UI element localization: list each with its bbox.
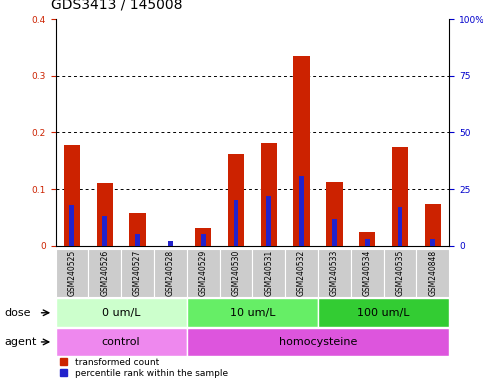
Text: GSM240534: GSM240534 <box>363 250 372 296</box>
Text: 0 um/L: 0 um/L <box>102 308 141 318</box>
Bar <box>64 145 80 246</box>
Bar <box>121 249 154 296</box>
Bar <box>187 249 220 296</box>
Bar <box>135 234 140 246</box>
Bar <box>332 218 337 246</box>
Text: GSM240529: GSM240529 <box>199 250 208 296</box>
Text: GSM240533: GSM240533 <box>330 250 339 296</box>
Text: GSM240527: GSM240527 <box>133 250 142 296</box>
Bar <box>299 175 304 246</box>
Bar <box>359 232 375 246</box>
Text: GSM240535: GSM240535 <box>396 250 404 296</box>
Bar <box>384 249 416 296</box>
Bar <box>56 328 187 356</box>
Bar <box>318 249 351 296</box>
Bar <box>425 204 441 246</box>
Bar <box>154 249 187 296</box>
Bar <box>102 216 107 246</box>
Text: 10 um/L: 10 um/L <box>229 308 275 318</box>
Bar <box>97 184 113 246</box>
Text: control: control <box>102 337 141 347</box>
Bar <box>220 249 252 296</box>
Text: GSM240525: GSM240525 <box>68 250 76 296</box>
Bar <box>228 154 244 246</box>
Bar <box>365 239 369 246</box>
Text: GSM240528: GSM240528 <box>166 250 175 296</box>
Bar <box>233 200 239 246</box>
Bar <box>318 298 449 327</box>
Bar <box>252 249 285 296</box>
Bar <box>56 249 88 296</box>
Bar <box>266 196 271 246</box>
Text: homocysteine: homocysteine <box>279 337 357 347</box>
Text: GDS3413 / 145008: GDS3413 / 145008 <box>51 0 182 12</box>
Bar <box>416 249 449 296</box>
Legend: transformed count, percentile rank within the sample: transformed count, percentile rank withi… <box>60 358 227 377</box>
Bar <box>187 328 449 356</box>
Text: agent: agent <box>5 337 37 347</box>
Bar <box>56 298 187 327</box>
Bar <box>351 249 384 296</box>
Text: dose: dose <box>5 308 31 318</box>
Bar <box>195 228 212 246</box>
Text: GSM240848: GSM240848 <box>428 250 437 296</box>
Bar <box>260 143 277 246</box>
Bar <box>88 249 121 296</box>
Bar <box>293 56 310 246</box>
Text: GSM240531: GSM240531 <box>264 250 273 296</box>
Bar <box>70 205 74 246</box>
Bar <box>201 234 206 246</box>
Text: GSM240530: GSM240530 <box>231 250 241 296</box>
Bar <box>129 214 146 246</box>
Bar <box>392 147 408 246</box>
Text: GSM240526: GSM240526 <box>100 250 109 296</box>
Bar <box>187 298 318 327</box>
Bar <box>168 241 173 246</box>
Bar <box>398 207 402 246</box>
Bar <box>285 249 318 296</box>
Bar <box>430 239 435 246</box>
Text: GSM240532: GSM240532 <box>297 250 306 296</box>
Bar <box>326 182 342 246</box>
Text: 100 um/L: 100 um/L <box>357 308 410 318</box>
